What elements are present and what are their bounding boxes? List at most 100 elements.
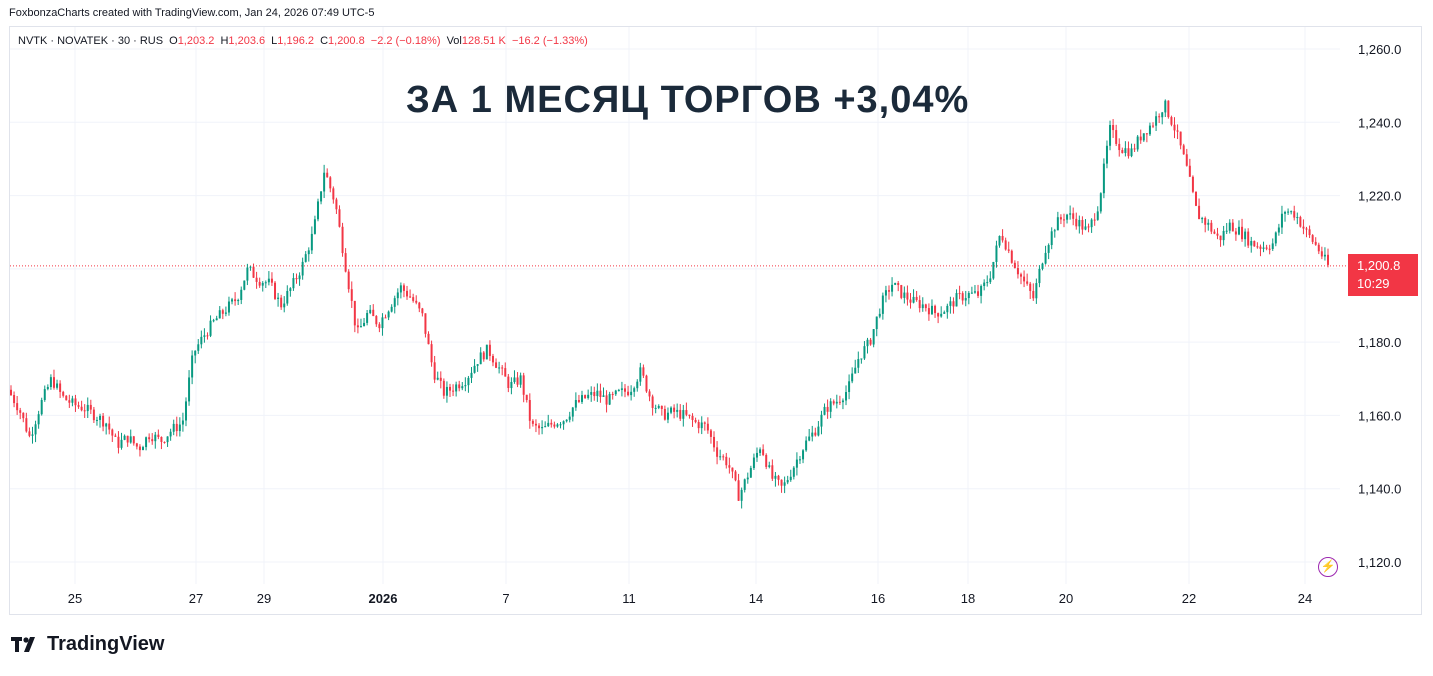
candle-body: [783, 482, 786, 486]
price-tick-label: 1,240.0: [1358, 115, 1401, 130]
candle-body: [372, 309, 375, 317]
candle-body: [657, 406, 660, 408]
candle-body: [495, 362, 498, 368]
candle-body: [1053, 230, 1056, 232]
candle-body: [1127, 148, 1130, 157]
candle-body: [685, 410, 688, 415]
bar-countdown: 10:29: [1357, 276, 1390, 291]
chart-credit: FoxbonzaCharts created with TradingView.…: [9, 7, 375, 19]
candle-body: [973, 291, 976, 293]
candle-body: [927, 308, 930, 315]
candle-body: [129, 436, 132, 443]
candle-body: [49, 377, 52, 388]
candle-body: [630, 391, 633, 396]
candle-body: [860, 358, 863, 360]
candle-body: [989, 278, 992, 283]
candle-body: [679, 409, 682, 419]
candle-body: [841, 400, 844, 403]
time-tick-label: 7: [502, 591, 509, 606]
candle-body: [387, 311, 390, 318]
candle-body: [934, 305, 937, 314]
candle-body: [350, 289, 353, 301]
candle-body: [491, 355, 494, 363]
candle-body: [1327, 254, 1329, 265]
candle-body: [670, 407, 673, 413]
candle-body: [722, 456, 725, 458]
volume-change: −16.2 (−1.33%): [511, 35, 588, 47]
lightning-icon[interactable]: ⚡: [1318, 557, 1338, 577]
candle-body: [869, 339, 872, 345]
high-value: 1,203.6: [228, 35, 266, 47]
candle-body: [206, 335, 209, 337]
candle-body: [709, 430, 712, 437]
time-tick-label: 14: [749, 591, 763, 606]
candle-body: [611, 393, 614, 395]
chart-pane[interactable]: [9, 26, 1422, 615]
candle-body: [930, 305, 933, 315]
candle-body: [25, 418, 28, 432]
candle-body: [1118, 143, 1121, 151]
candle-body: [940, 313, 943, 317]
candle-body: [1308, 229, 1311, 236]
candle-body: [1219, 235, 1222, 241]
candle-body: [728, 465, 731, 468]
candle-body: [62, 391, 65, 396]
price-axis[interactable]: 1,120.01,140.01,160.01,180.01,200.01,220…: [1358, 42, 1401, 570]
candle-body: [507, 376, 510, 389]
candle-body: [353, 300, 356, 326]
candle-body: [1023, 276, 1026, 282]
candle-body: [1161, 112, 1164, 118]
tradingview-logo[interactable]: TradingView: [11, 633, 164, 656]
candle-body: [759, 449, 762, 453]
candle-body: [1176, 130, 1179, 132]
candle-body: [240, 289, 243, 300]
candle-body: [396, 292, 399, 299]
symbol-legend[interactable]: NVTK · NOVATEK · 30 · RUS O1,203.2 H1,20…: [18, 35, 591, 47]
candle-body: [28, 431, 31, 436]
candle-body: [660, 406, 663, 409]
candle-body: [1105, 145, 1108, 164]
candle-body: [525, 394, 528, 400]
candle-body: [1228, 222, 1231, 231]
candle-body: [467, 377, 470, 386]
candle-body: [1173, 124, 1176, 131]
candle-body: [68, 400, 71, 403]
candle-body: [117, 436, 120, 448]
candle-body: [590, 392, 593, 395]
candle-body: [1222, 231, 1225, 241]
candle-body: [363, 322, 366, 327]
candle-body: [406, 290, 409, 297]
candle-body: [1133, 148, 1136, 150]
candle-body: [666, 412, 669, 420]
candle-body: [998, 235, 1001, 246]
symbol-label[interactable]: NVTK · NOVATEK · 30 · RUS: [18, 35, 164, 47]
time-axis[interactable]: 25 27 29 2026 7 11 14 16 18 20 22 24: [68, 591, 1312, 606]
candle-body: [286, 290, 289, 304]
candle-body: [326, 172, 329, 178]
candle-body: [445, 386, 448, 396]
candle-body: [59, 383, 62, 392]
candle-body: [46, 387, 49, 390]
candle-body: [731, 467, 734, 472]
candle-body: [1078, 219, 1081, 227]
candle-body: [181, 420, 184, 425]
candle-body: [740, 489, 743, 501]
candle-body: [261, 282, 264, 286]
candle-body: [175, 423, 178, 432]
candle-body: [623, 388, 626, 392]
candle-body: [157, 434, 160, 437]
candle-body: [169, 431, 172, 437]
candle-body: [977, 291, 980, 296]
candle-body: [464, 385, 467, 387]
candle-body: [596, 390, 599, 397]
candle-body: [215, 318, 218, 321]
candle-body: [86, 404, 89, 412]
candle-body: [651, 396, 654, 408]
candle-body: [203, 335, 206, 337]
candle-body: [458, 384, 461, 389]
candle-body: [900, 285, 903, 298]
low-value: 1,196.2: [277, 35, 314, 47]
change-value: −2.2 (−0.18%): [370, 35, 441, 47]
time-tick-label: 2026: [369, 591, 398, 606]
